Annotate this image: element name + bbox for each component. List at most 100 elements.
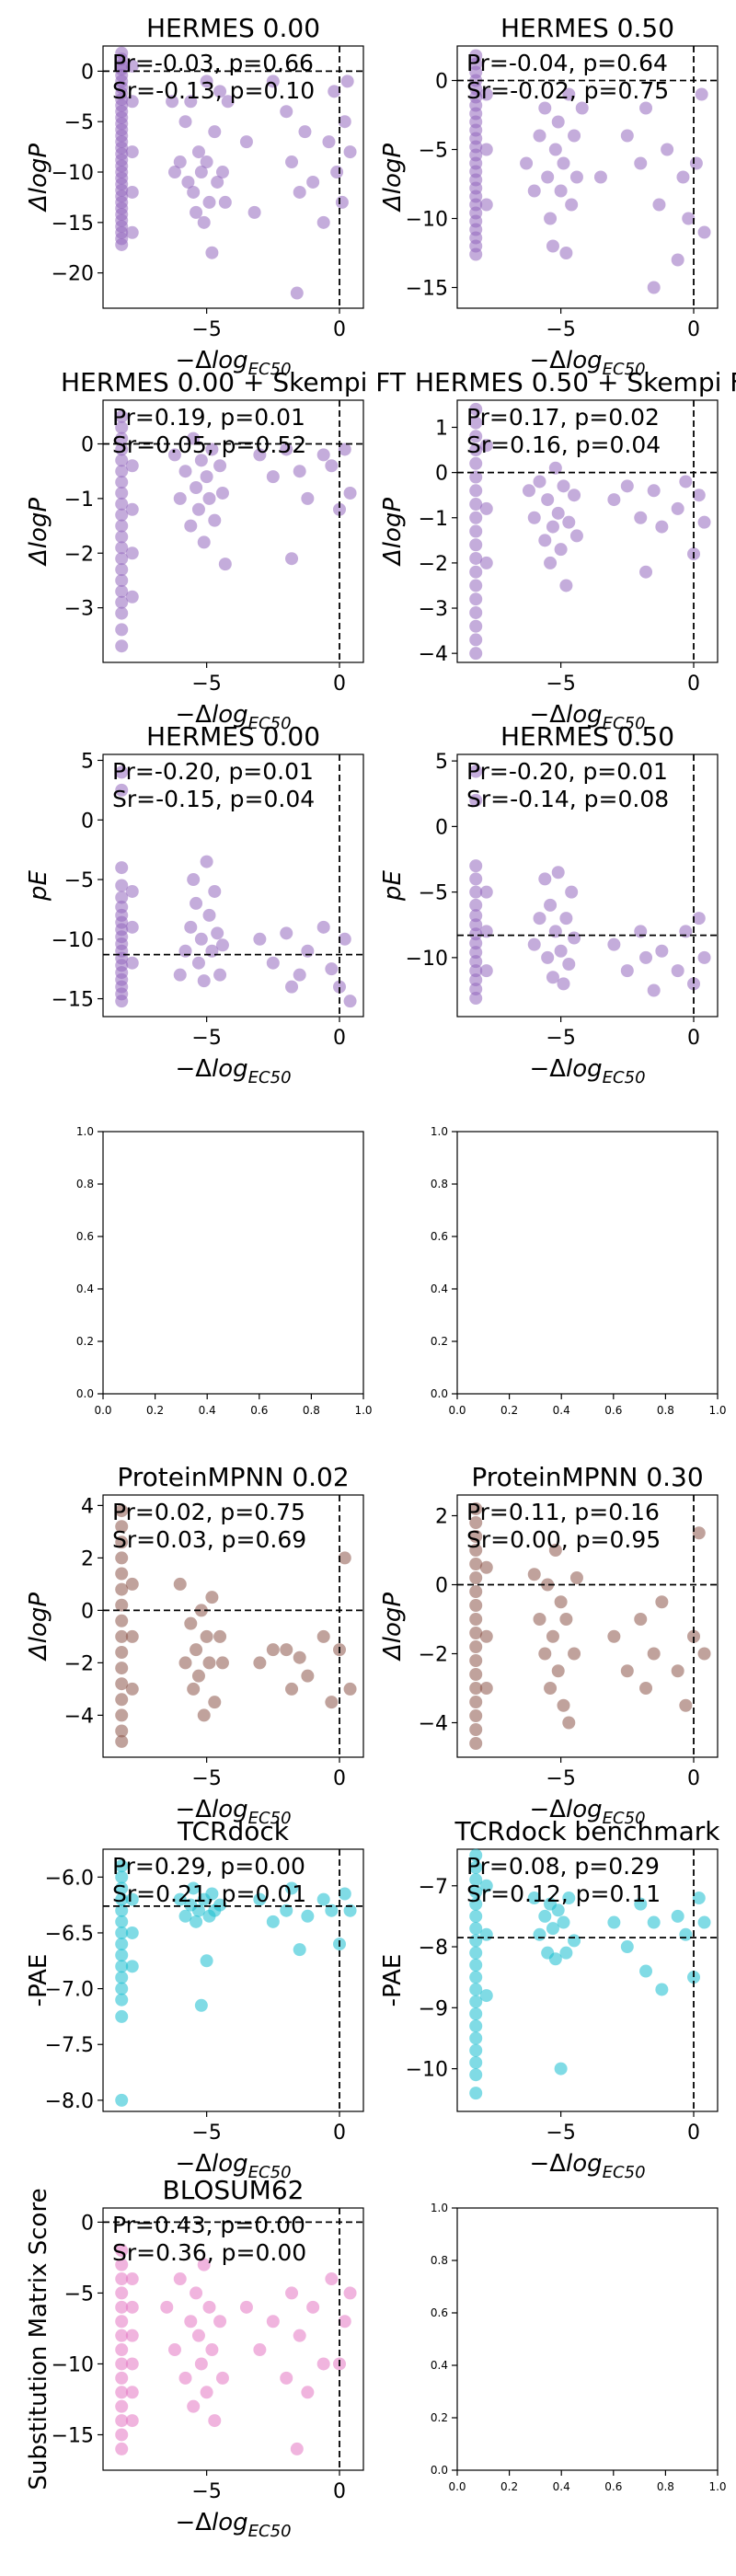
data-point: [469, 1737, 483, 1750]
y-tick-label: 0.4: [431, 1282, 448, 1295]
plot-frame: [102, 1131, 364, 1395]
data-point: [340, 75, 354, 88]
data-point: [469, 859, 483, 873]
data-point: [125, 1960, 139, 1973]
y-axis-label: pE: [25, 869, 52, 902]
data-point: [115, 1535, 129, 1549]
data-point: [115, 606, 129, 620]
data-point: [546, 1629, 559, 1643]
stats-annotation: Pr=-0.20, p=0.01: [466, 758, 668, 785]
y-axis-label: pE: [379, 869, 407, 902]
data-point: [200, 1629, 213, 1643]
data-point: [194, 166, 208, 179]
panel-title: BLOSUM62: [163, 2175, 305, 2205]
data-point: [115, 552, 129, 566]
y-tick-label: 0.2: [431, 2411, 448, 2424]
data-point: [187, 873, 201, 887]
x-tick-label: 0.0: [94, 1404, 111, 1417]
panel-title: TCRdock: [177, 1816, 290, 1846]
data-point: [173, 491, 187, 505]
data-point: [689, 156, 703, 170]
data-point: [115, 1708, 129, 1722]
data-point: [115, 1551, 129, 1565]
data-point: [469, 1502, 483, 1515]
data-point: [190, 1643, 203, 1657]
data-point: [533, 912, 546, 926]
y-axis-label: ΔlogP: [25, 144, 52, 213]
data-point: [197, 2258, 211, 2271]
data-point: [479, 1682, 493, 1695]
data-point: [325, 459, 339, 473]
data-point: [115, 891, 129, 904]
data-point: [293, 465, 306, 478]
data-point: [469, 1971, 483, 1984]
data-point: [125, 2329, 139, 2342]
data-point: [661, 143, 674, 156]
data-point: [469, 1897, 483, 1911]
data-point: [679, 475, 693, 489]
data-point: [187, 185, 201, 199]
data-point: [115, 2244, 129, 2258]
data-point: [125, 920, 139, 934]
data-point: [655, 520, 669, 534]
data-point: [554, 2062, 568, 2076]
data-point: [293, 1650, 306, 1664]
x-tick-label: 0: [333, 318, 346, 341]
y-tick-label: 0.2: [76, 1335, 94, 1348]
data-point: [343, 486, 357, 500]
data-point: [569, 529, 583, 543]
data-point: [343, 145, 357, 159]
data-point: [115, 573, 129, 587]
data-point: [479, 1989, 493, 2003]
data-point: [211, 175, 224, 189]
data-point: [285, 155, 299, 169]
data-point: [316, 920, 330, 934]
data-point: [285, 1682, 299, 1696]
data-point: [125, 546, 139, 560]
data-point: [565, 885, 579, 899]
data-point: [652, 198, 666, 212]
data-point: [479, 87, 493, 101]
data-point: [639, 101, 653, 115]
data-point: [115, 1677, 129, 1691]
data-point: [551, 1664, 565, 1678]
data-point: [647, 1647, 661, 1661]
data-point: [115, 2386, 129, 2399]
data-point: [115, 1971, 129, 1984]
data-point: [205, 246, 219, 259]
y-tick-label: −6.0: [45, 1867, 94, 1890]
data-point: [557, 156, 570, 170]
x-tick-label: 0.6: [604, 2480, 622, 2493]
plot-frame: [456, 1494, 719, 1758]
data-point: [173, 1892, 187, 1906]
y-tick-label: 0.8: [431, 1178, 448, 1190]
data-point: [527, 184, 541, 198]
chart-panel: −5 0 0 −5 −10 −15 −20 Pr=-0.03, p=0.66Sr=-0.13,…: [25, 13, 364, 379]
data-point: [181, 175, 195, 189]
data-point: [620, 129, 634, 143]
stats-annotation: Sr=0.00, p=0.95: [466, 1526, 661, 1553]
data-point: [520, 156, 534, 170]
stats-annotation: Pr=0.08, p=0.29: [466, 1853, 660, 1880]
data-point: [469, 1516, 483, 1529]
stats-annotation: Pr=0.19, p=0.01: [112, 404, 305, 431]
data-point: [479, 556, 493, 569]
data-point: [533, 1927, 546, 1941]
y-tick-label: 5: [81, 750, 94, 773]
data-point: [115, 1598, 129, 1612]
data-point: [655, 1595, 669, 1609]
data-point: [469, 524, 483, 538]
data-point: [562, 515, 576, 529]
data-point: [554, 543, 568, 557]
data-point: [191, 502, 205, 516]
x-tick-label: 1.0: [708, 2480, 726, 2493]
data-point: [173, 2272, 187, 2286]
data-point: [469, 1682, 483, 1695]
x-tick-label: 0.2: [500, 2480, 518, 2493]
data-point: [469, 443, 483, 457]
data-point: [115, 2315, 129, 2329]
data-point: [184, 519, 198, 533]
data-point: [115, 2399, 129, 2413]
